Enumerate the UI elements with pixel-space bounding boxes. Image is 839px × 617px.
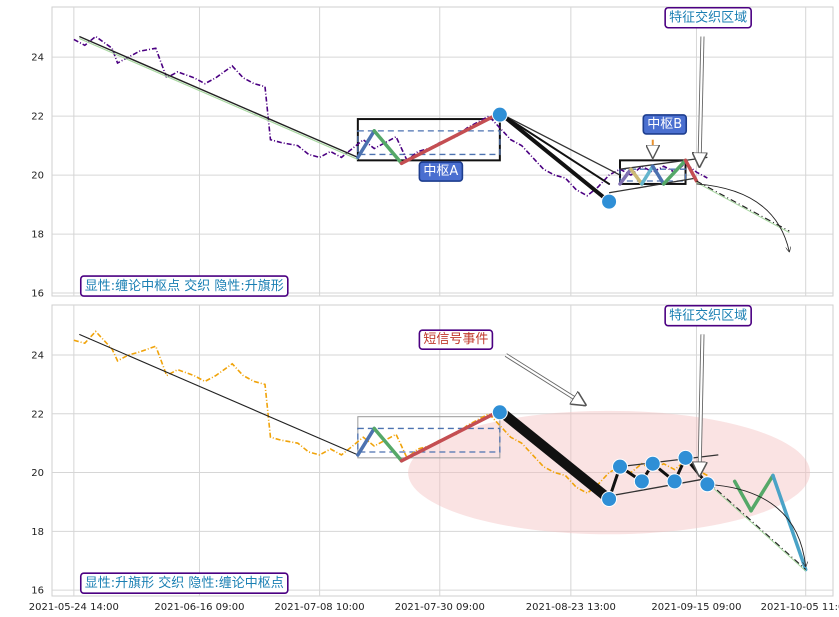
bottom-y-tick-label: 18 (31, 527, 44, 538)
top-annotation-box (79, 275, 289, 297)
top-annotation-label: 中枢B (647, 117, 682, 132)
bottom-y-tick-label: 22 (31, 409, 44, 420)
x-tick-label: 2021-07-08 10:00 (275, 602, 365, 613)
bottom-forecast-curve (707, 483, 805, 566)
top-annotation-label: 显性:缠论中枢点 交织 隐性:升旗形 (85, 278, 284, 294)
bottom-pivot-marker (491, 404, 508, 421)
top-trend-line (79, 35, 359, 159)
bottom-zigzag-stroke (771, 473, 808, 572)
top-zhongshu-box (357, 130, 501, 156)
bottom-projection-shadow (707, 482, 807, 572)
top-projection-shadow (696, 182, 790, 234)
top-channel-line (499, 112, 621, 176)
bottom-zigzag-stroke (372, 426, 404, 463)
top-y-tick-label: 18 (31, 230, 44, 241)
bottom-channel-line (608, 477, 708, 497)
bottom-pivot-marker (633, 473, 650, 490)
top-zigzag-stroke (618, 167, 633, 186)
bottom-signal-ellipse (408, 410, 811, 535)
bottom-annotation-box (664, 304, 752, 327)
x-tick-label: 2021-07-30 09:00 (395, 602, 485, 613)
bottom-pivot-marker (612, 458, 628, 475)
bottom-signal-arrow (505, 354, 585, 405)
bottom-stroke-segment (494, 405, 615, 504)
top-annotation-box (642, 114, 688, 135)
bottom-annotation-label: 短信号事件 (423, 332, 488, 347)
x-tick-label: 2021-05-24 14:00 (29, 602, 119, 613)
top-zigzag-stroke (683, 158, 699, 183)
top-zigzag-stroke (372, 129, 404, 166)
bottom-trend-line (79, 333, 359, 456)
top-feature-arrow (699, 36, 702, 166)
bottom-pivot-marker (677, 449, 694, 466)
bottom-zhongshu-box (357, 427, 501, 453)
top-pivot-marker (601, 193, 618, 210)
bottom-zigzag-stroke (732, 479, 753, 513)
top-zigzag-stroke (629, 167, 644, 186)
bottom-feature-arrow (699, 334, 702, 475)
bottom-price-line (73, 330, 708, 495)
top-y-tick-label: 20 (31, 171, 44, 182)
top-pivot-marker (491, 106, 508, 123)
bottom-annotation-box (79, 572, 289, 594)
bottom-y-tick-label: 16 (31, 586, 44, 597)
x-tick-label: 2021-08-23 13:00 (526, 602, 616, 613)
bottom-annotation-box (418, 329, 494, 351)
top-projection-line (696, 180, 790, 232)
top-zigzag-stroke (651, 164, 666, 186)
x-tick-label: 2021-09-15 09:00 (651, 602, 741, 613)
top-annotation-box (418, 161, 464, 182)
top-plot-area (51, 6, 834, 297)
top-zigzag-stroke (640, 164, 655, 186)
bottom-annotation-label: 显性:升旗形 交织 隐性:缠论中枢点 (85, 575, 284, 591)
top-stroke-segment (497, 111, 612, 204)
bottom-projection-line (706, 480, 807, 570)
bottom-annotation-label: 特征交织区域 (669, 308, 747, 324)
top-y-tick-label: 22 (31, 112, 44, 123)
top-zigzag-stroke (356, 129, 376, 160)
top-forecast-curve (696, 183, 789, 252)
bottom-pivot-marker (699, 476, 716, 493)
bottom-pivot-marker (644, 455, 661, 472)
bottom-zigzag-stroke (399, 409, 502, 463)
top-trend-line-shadow (79, 37, 359, 160)
top-annotation-box (664, 6, 752, 29)
top-zigzag-stroke (661, 158, 688, 186)
x-tick-label: 2021-06-16 09:00 (154, 602, 244, 613)
top-channel-line (608, 177, 697, 194)
top-y-tick-label: 24 (31, 53, 44, 64)
top-annotation-label: 特征交织区域 (669, 10, 747, 26)
bottom-pivot-marker (601, 491, 618, 507)
top-y-tick-label: 16 (31, 289, 44, 300)
top-price-line (73, 35, 708, 197)
top-annotation-label: 中枢A (423, 164, 458, 179)
bottom-zigzag-stroke (749, 473, 775, 513)
x-axis: 2021-05-24 14:00 2021-06-16 09:00 2021-07-… (29, 602, 839, 613)
bottom-y-tick-label: 20 (31, 468, 44, 479)
bottom-y-tick-label: 24 (31, 350, 44, 361)
x-tick-label: 2021-10-05 11:00 (761, 602, 839, 613)
top-zigzag-stroke (399, 111, 502, 166)
bottom-pivot-marker (666, 473, 683, 490)
bottom-zigzag-stroke (356, 426, 376, 457)
bottom-channel-line (619, 454, 719, 468)
top-stroke-segment (498, 112, 611, 185)
